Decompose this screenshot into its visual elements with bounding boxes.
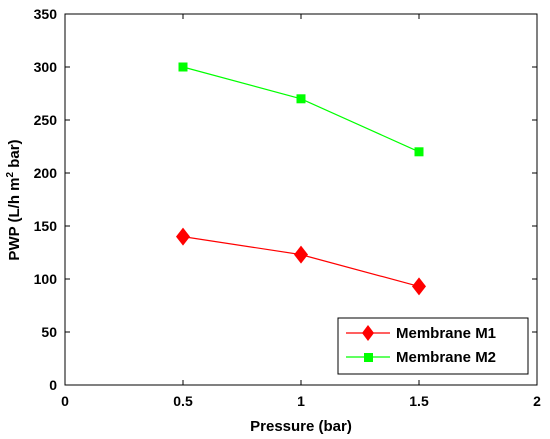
series-1 [176, 227, 426, 296]
y-axis-title: PWP (L/h m2 bar) [5, 139, 23, 260]
data-point [294, 245, 308, 264]
y-tick-label: 200 [34, 165, 58, 181]
data-point [412, 277, 426, 296]
legend-marker-m2 [364, 353, 373, 362]
x-tick-label: 0.5 [173, 393, 193, 409]
legend: Membrane M1 Membrane M2 [337, 317, 529, 375]
x-tick-label: 1.5 [409, 393, 429, 409]
y-axis-title-rest: bar) [6, 139, 23, 172]
data-point [414, 147, 424, 157]
y-tick-label: 250 [34, 112, 58, 128]
y-tick-label: 50 [41, 324, 57, 340]
y-axis-title-sup: 2 [5, 172, 16, 178]
series-2 [178, 62, 424, 157]
y-tick-label: 350 [34, 6, 58, 22]
y-tick-label: 150 [34, 218, 58, 234]
data-point [178, 62, 188, 72]
x-axis-title: Pressure (bar) [250, 418, 352, 435]
axis-ticks: 0 0.5 1 1.5 2 0 50 100 150 200 250 300 350 [34, 6, 541, 409]
data-point [176, 227, 190, 246]
x-tick-label: 1 [297, 393, 305, 409]
legend-marker-m1 [362, 325, 374, 341]
data-point [296, 94, 306, 104]
y-axis-title-main: PWP (L/h m [6, 178, 23, 261]
legend-label-m1: Membrane M1 [396, 325, 496, 342]
series-layer [176, 62, 426, 296]
legend-label-m2: Membrane M2 [396, 349, 496, 366]
y-tick-label: 0 [49, 377, 57, 393]
x-tick-label: 2 [533, 393, 541, 409]
x-tick-label: 0 [61, 393, 69, 409]
y-tick-label: 300 [34, 59, 58, 75]
y-tick-label: 100 [34, 271, 58, 287]
